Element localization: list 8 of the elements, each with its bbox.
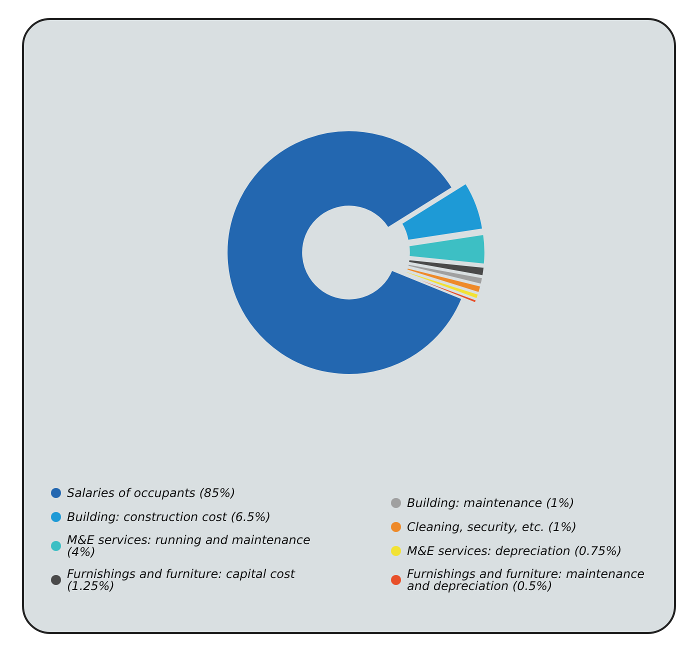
legend-label: M&E services: running and maintenance (4%) (67, 533, 314, 559)
legend-label: Salaries of occupants (85%) (67, 486, 236, 500)
legend-label: Building: construction cost (6.5%) (67, 510, 271, 524)
legend-label: Building: maintenance (1%) (407, 496, 574, 510)
legend-label: M&E services: depreciation (0.75%) (407, 544, 622, 558)
legend-label: Furnishings and furniture: capital cost (1.25%) (67, 567, 299, 593)
legend-label: Furnishings and furniture: maintenance and depreciation (0.5%) (407, 567, 648, 593)
legend-label: Cleaning, security, etc. (1%) (407, 520, 577, 534)
